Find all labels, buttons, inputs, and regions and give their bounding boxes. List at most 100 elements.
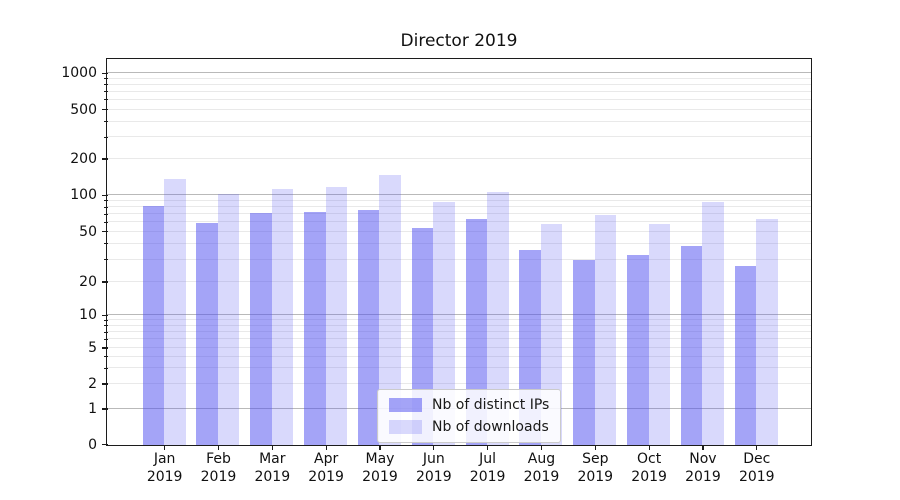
x-tick-mark (487, 446, 489, 450)
y-gridline-minor (107, 324, 811, 326)
bar-distinct-ips (196, 222, 218, 445)
x-tick-label: Mar 2019 (254, 451, 291, 485)
x-tick-label: Dec 2019 (738, 451, 775, 485)
bar-distinct-ips (465, 219, 488, 445)
y-gridline-minor (107, 367, 811, 369)
legend-label-downloads: Nb of downloads (432, 419, 549, 435)
y-gridline-minor (107, 83, 811, 85)
legend: Nb of distinct IPs Nb of downloads (377, 389, 562, 443)
plot-area: Nb of distinct IPs Nb of downloads (106, 58, 812, 446)
y-gridline-major (107, 72, 811, 74)
bar-downloads (648, 223, 671, 445)
y-gridline-minor (107, 136, 811, 138)
y-gridline-minor (107, 230, 811, 232)
y-tick-mark (101, 383, 108, 385)
legend-swatch-downloads (389, 420, 422, 434)
x-tick-label: Jun 2019 (415, 451, 452, 485)
y-gridline-minor (107, 331, 811, 333)
x-tick-mark (164, 446, 166, 450)
bar-distinct-ips (734, 266, 757, 445)
bar-distinct-ips (627, 255, 649, 445)
x-tick-label: May 2019 (362, 451, 398, 485)
bar-downloads (217, 193, 240, 445)
y-minor-tick-mark (104, 319, 108, 321)
y-gridline-minor (107, 199, 811, 201)
y-tick-mark (101, 108, 108, 111)
y-minor-tick-mark (104, 243, 108, 245)
y-tick-mark (101, 281, 108, 283)
x-tick-label: Apr 2019 (308, 451, 344, 485)
bar-distinct-ips (680, 245, 703, 445)
y-minor-tick-mark (104, 221, 108, 223)
x-tick-label: Sep 2019 (577, 451, 614, 485)
bar-downloads (487, 191, 509, 445)
y-minor-tick-mark (104, 331, 108, 333)
y-minor-tick-mark (104, 91, 108, 93)
bar-distinct-ips (142, 206, 165, 445)
y-minor-tick-mark (104, 259, 108, 261)
bar-downloads (594, 215, 617, 445)
y-tick-label: 2 (88, 376, 97, 393)
y-minor-tick-mark (104, 78, 108, 80)
x-tick-label: Nov 2019 (685, 451, 721, 485)
y-tick-label: 100 (70, 187, 97, 204)
y-gridline-minor (107, 108, 811, 110)
x-tick-mark (648, 446, 650, 450)
bar-downloads (433, 201, 455, 445)
x-tick-mark (594, 446, 596, 450)
y-gridline-minor (107, 355, 811, 357)
bar-downloads (702, 202, 724, 445)
y-gridline-minor (107, 338, 811, 340)
y-tick-label: 1000 (61, 65, 97, 82)
y-tick-label: 5 (88, 340, 97, 357)
bar-downloads (756, 219, 778, 445)
bar-downloads (379, 175, 401, 445)
y-tick-mark (101, 231, 108, 233)
y-tick-mark (101, 194, 108, 197)
y-gridline-minor (107, 120, 811, 122)
legend-entry-downloads: Nb of downloads (389, 419, 549, 435)
y-minor-tick-mark (104, 206, 108, 208)
x-tick-label: Jan 2019 (146, 451, 183, 485)
y-minor-tick-mark (104, 84, 108, 86)
y-tick-label: 1 (88, 401, 97, 417)
bar-downloads (164, 179, 186, 445)
y-gridline-minor (107, 347, 811, 349)
bar-distinct-ips (304, 211, 326, 445)
y-gridline-major (107, 314, 811, 316)
x-tick-mark (325, 446, 327, 450)
y-minor-tick-mark (104, 213, 108, 215)
y-gridline-minor (107, 258, 811, 260)
x-tick-mark (702, 446, 704, 450)
legend-entry-distinct-ips: Nb of distinct IPs (389, 397, 549, 413)
y-tick-label: 200 (70, 150, 97, 167)
y-tick-mark (101, 72, 108, 74)
x-tick-mark (217, 446, 220, 450)
y-minor-tick-mark (104, 200, 108, 202)
legend-swatch-distinct-ips (389, 398, 422, 412)
y-gridline-major (107, 194, 811, 196)
y-gridline-minor (107, 98, 811, 100)
x-tick-mark (756, 446, 758, 450)
y-tick-label: 50 (79, 223, 97, 240)
x-tick-mark (271, 446, 273, 450)
y-minor-tick-mark (104, 121, 108, 123)
x-tick-mark (540, 446, 543, 450)
y-minor-tick-mark (104, 99, 108, 101)
y-tick-mark (101, 314, 108, 317)
x-tick-mark (433, 446, 435, 450)
bar-distinct-ips (573, 260, 595, 445)
bar-downloads (325, 187, 348, 445)
bar-distinct-ips (357, 209, 380, 445)
y-minor-tick-mark (104, 367, 108, 369)
y-gridline-minor (107, 77, 811, 79)
bar-distinct-ips (250, 213, 272, 445)
y-gridline-minor (107, 90, 811, 92)
chart-title: Director 2019 (400, 31, 518, 51)
y-minor-tick-mark (104, 338, 108, 340)
y-gridline-minor (107, 206, 811, 208)
y-gridline-minor (107, 383, 811, 385)
legend-label-distinct-ips: Nb of distinct IPs (432, 397, 550, 413)
bar-downloads (271, 188, 294, 445)
